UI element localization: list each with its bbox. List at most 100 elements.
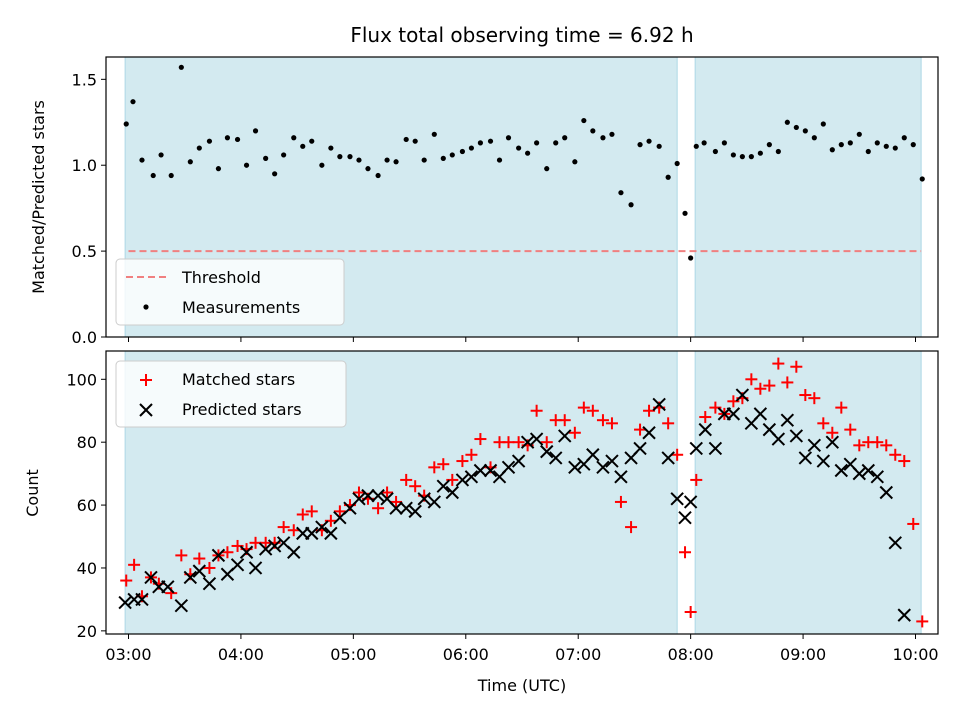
predicted-star-point [568, 460, 582, 475]
measurement-point [757, 150, 763, 156]
legend-measurement-label: Measurements [182, 298, 300, 317]
measurement-point [856, 131, 862, 137]
count-y-tick-label: 40 [77, 559, 97, 578]
predicted-star-point [633, 441, 647, 456]
measurement-point [618, 190, 624, 196]
legend-matched-label: Matched stars [182, 370, 295, 389]
predicted-star-point [558, 429, 572, 443]
predicted-star-point [807, 438, 822, 453]
measurement-point [252, 128, 259, 134]
predicted-star-point [135, 592, 149, 607]
count-legend-box [115, 360, 347, 428]
predicted-star-point [789, 429, 804, 443]
measurement-point [356, 157, 362, 163]
count-x-tick-label: 06:00 [443, 645, 489, 664]
measurement-point [581, 117, 587, 124]
predicted-star-point [408, 504, 422, 519]
measurement-point [829, 147, 835, 153]
predicted-star-point [520, 435, 535, 449]
matched-star-point [898, 455, 911, 468]
predicted-star-point [287, 545, 301, 559]
measurement-point [449, 152, 455, 158]
matched-star-point [540, 436, 553, 449]
predicted-star-point [371, 488, 385, 503]
measurement-point [393, 159, 399, 165]
predicted-star-point [417, 492, 431, 506]
matched-star-point [844, 423, 857, 436]
predicted-star-point [267, 539, 282, 553]
ratio-y-tick-label: 0.5 [72, 242, 97, 261]
matched-star-point [763, 379, 776, 392]
predicted-star-point [529, 432, 544, 446]
matched-star-point [128, 558, 141, 571]
measurement-point [838, 142, 844, 148]
count-x-tick-label: 05:00 [330, 645, 376, 664]
measurement-point [590, 128, 596, 134]
matched-star-point [643, 404, 656, 417]
measurement-point [516, 145, 522, 151]
measurement-point [139, 157, 145, 163]
ratio-panel: 0.0 0.5 1.0 1.5 Matched/Predicted stars Thr… [29, 56, 939, 347]
ratio-panel-frame [105, 56, 939, 338]
predicted-star-point [211, 548, 226, 563]
measurement-point [158, 152, 164, 158]
measurement-point [375, 172, 381, 179]
predicted-star-point [315, 520, 329, 534]
measurement-point [730, 152, 736, 158]
predicted-star-point [389, 501, 403, 515]
measurement-point [883, 143, 889, 149]
count-x-tick-label: 09:00 [780, 645, 826, 664]
matched-star-point [287, 524, 300, 537]
measurement-point [328, 145, 334, 151]
legend-threshold-label: Threshold [181, 268, 261, 287]
measurement-point [865, 148, 871, 155]
measurement-point [206, 138, 213, 144]
measurement-point [721, 140, 727, 146]
count-x-tick-label: 07:00 [555, 645, 601, 664]
legend-measurement-swatch [143, 304, 149, 310]
measurement-point [802, 128, 808, 134]
predicted-star-point [144, 570, 158, 585]
predicted-star-point [118, 595, 132, 610]
measurement-point [701, 140, 707, 146]
measurement-point [665, 174, 671, 180]
matched-star-point [880, 439, 893, 452]
matched-star-point [296, 508, 309, 521]
predicted-star-point [661, 451, 675, 465]
predicted-star-point [161, 580, 175, 594]
measurement-point [365, 166, 371, 172]
predicted-star-point [780, 413, 795, 427]
matched-star-point [690, 473, 703, 486]
count-y-tick-label: 60 [77, 496, 97, 515]
measurement-point [468, 145, 475, 151]
measurement-point [309, 138, 315, 144]
predicted-star-point [798, 451, 813, 465]
legend-matched-swatch [140, 374, 152, 386]
matched-star-point [277, 521, 290, 534]
predicted-star-point [726, 407, 741, 421]
predicted-star-point [352, 492, 366, 506]
measurement-point [123, 121, 129, 127]
predicted-star-point [852, 466, 867, 481]
predicted-star-point [248, 561, 263, 575]
measurement-point [544, 166, 550, 172]
measurement-point [168, 172, 174, 179]
matched-star-point [871, 436, 884, 449]
matched-star-point [437, 458, 450, 471]
matched-star-point [772, 357, 785, 370]
measurement-point [572, 159, 578, 165]
predicted-star-point [816, 454, 831, 468]
predicted-star-point [642, 426, 656, 440]
matched-star-point [781, 376, 794, 389]
measurement-point [656, 143, 662, 149]
matched-star-point [586, 404, 599, 417]
predicted-star-point [183, 570, 198, 585]
matched-star-point [745, 373, 758, 386]
matched-star-point [512, 436, 525, 449]
predicted-star-point [689, 441, 703, 456]
measurement-point [919, 176, 925, 182]
predicted-star-point [305, 526, 319, 541]
predicted-star-point [678, 510, 692, 525]
predicted-star-point [324, 526, 338, 541]
measurement-point [674, 160, 680, 167]
